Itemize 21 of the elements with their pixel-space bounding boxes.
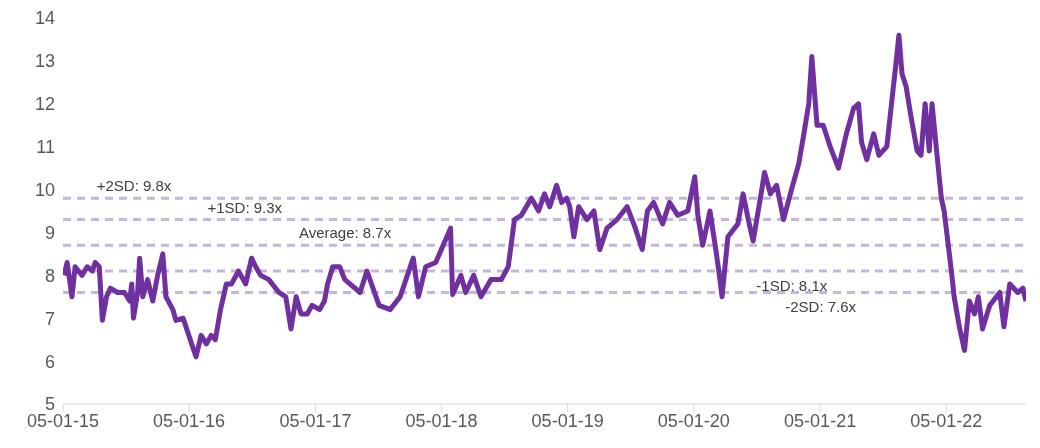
x-tick-label: 05-01-17: [279, 410, 352, 431]
ref-line-label: -1SD: 8.1x: [756, 277, 828, 295]
ref-line-label: +2SD: 9.8x: [96, 177, 172, 195]
y-tick-label: 9: [44, 222, 55, 243]
ref-line-label: Average: 8.7x: [298, 224, 392, 242]
y-tick-label: 7: [44, 308, 55, 329]
y-tick-label: 12: [34, 94, 55, 115]
y-tick-label: 11: [36, 137, 55, 158]
y-tick-label: 14: [34, 8, 55, 29]
ref-line-label: -2SD: 7.6x: [785, 298, 857, 316]
x-tick-label: 05-01-20: [657, 410, 730, 431]
ref-line-label: +1SD: 9.3x: [207, 198, 283, 216]
x-tick-label: 05-01-18: [405, 410, 478, 431]
x-tick-label: 05-01-16: [153, 410, 226, 431]
x-tick-label: 05-01-19: [531, 410, 604, 431]
y-tick-label: 13: [34, 51, 55, 72]
x-tick-label: 05-01-22: [910, 410, 983, 431]
y-tick-label: 6: [44, 351, 55, 372]
x-tick-label: 05-01-21: [784, 410, 857, 431]
y-tick-label: 8: [44, 265, 55, 286]
y-tick-label: 10: [34, 179, 55, 200]
